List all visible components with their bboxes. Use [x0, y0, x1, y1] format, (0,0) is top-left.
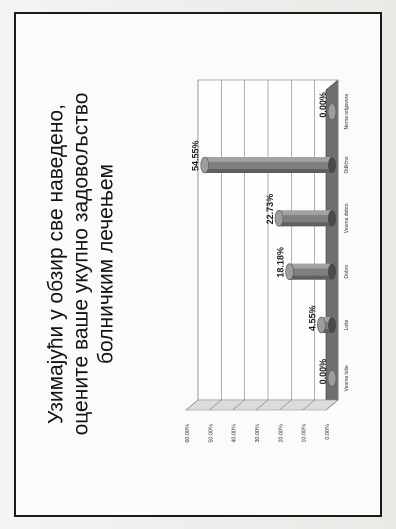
data-label: 22.73%	[265, 194, 275, 225]
y-tick-label: 10.00%	[302, 424, 308, 443]
category-label: Nema odgovora	[344, 94, 350, 130]
bar-cap	[285, 263, 294, 280]
bar-cap	[274, 210, 284, 227]
bar-highlight	[321, 317, 332, 322]
gridline	[232, 80, 246, 411]
data-label: 18.18%	[276, 247, 286, 278]
gridline	[302, 80, 316, 411]
bar-cap	[327, 370, 337, 387]
bar-shadow	[321, 329, 332, 333]
bar	[321, 317, 332, 333]
category-label: Veoma dobro	[344, 203, 350, 233]
bar-cap	[317, 316, 326, 334]
bar-cap	[327, 103, 337, 120]
gridline	[279, 80, 292, 411]
bar-shadow	[278, 222, 332, 227]
category-label: Odlično	[344, 156, 350, 173]
y-tick-label: 20.00%	[278, 424, 284, 443]
y-tick-label: 50.00%	[208, 424, 214, 443]
bar-cap	[200, 156, 210, 174]
gridline	[325, 80, 339, 411]
data-label: 0.00%	[318, 359, 328, 385]
category-label: Dobro	[344, 265, 350, 279]
gridline	[209, 80, 222, 411]
bar-highlight	[204, 157, 332, 162]
y-tick-label: 0.00%	[325, 424, 331, 440]
data-label: 4.55%	[307, 305, 317, 331]
gridline	[185, 80, 199, 411]
data-label: 54.55%	[191, 140, 201, 171]
bar-base	[328, 317, 336, 333]
y-tick-label: 40.00%	[232, 424, 238, 443]
data-label: 0.00%	[318, 92, 328, 118]
bar-shadow	[204, 169, 332, 173]
bar-base	[328, 157, 336, 173]
y-tick-label: 60.00%	[185, 424, 191, 443]
category-label: Loše	[344, 319, 350, 330]
y-tick-label: 30.00%	[255, 424, 261, 443]
bar-shadow	[289, 275, 332, 280]
bar-highlight	[278, 210, 332, 216]
bar-base	[328, 210, 336, 227]
bar-highlight	[289, 263, 332, 269]
gridline	[255, 80, 269, 411]
category-label: Veoma loše	[344, 365, 350, 391]
bar-base	[328, 263, 336, 280]
